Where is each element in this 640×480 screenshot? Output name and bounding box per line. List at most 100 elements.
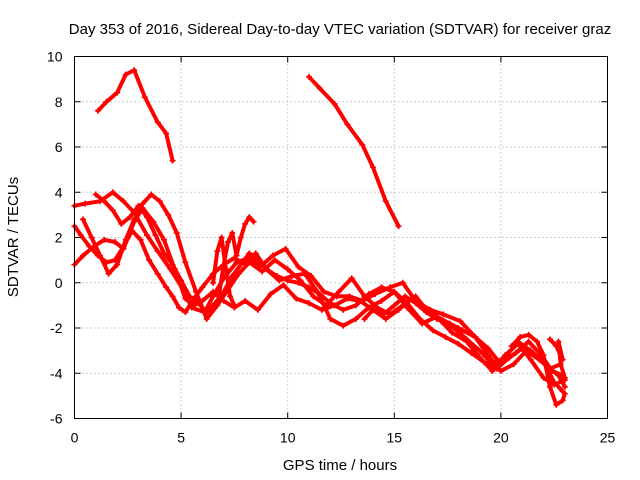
- data-point: [199, 284, 206, 291]
- data-point: [195, 300, 202, 307]
- data-point: [274, 272, 281, 279]
- data-point: [203, 309, 210, 316]
- data-point: [254, 306, 261, 313]
- data-point: [546, 383, 553, 390]
- data-point: [320, 288, 327, 295]
- data-point: [148, 191, 155, 198]
- data-point: [114, 261, 121, 268]
- data-point: [293, 295, 300, 302]
- data-point: [508, 343, 515, 350]
- data-point: [250, 218, 257, 225]
- data-point: [193, 288, 200, 295]
- plot-series: [71, 67, 568, 408]
- data-point: [416, 315, 423, 322]
- data-point: [122, 71, 129, 78]
- data-point: [143, 232, 150, 239]
- data-point: [327, 315, 334, 322]
- data-point: [280, 282, 287, 289]
- data-point: [137, 236, 144, 243]
- data-point: [382, 315, 389, 322]
- data-point: [135, 202, 142, 209]
- data-point: [229, 229, 236, 236]
- data-point: [210, 288, 217, 295]
- data-point: [459, 327, 466, 334]
- data-point: [404, 300, 411, 307]
- data-point: [154, 119, 161, 126]
- data-point: [561, 383, 568, 390]
- y-tick-label: 2: [55, 230, 63, 246]
- series-line: [93, 192, 567, 389]
- data-point: [540, 352, 547, 359]
- data-point: [423, 309, 430, 316]
- data-point: [310, 293, 317, 300]
- x-tick-label: 20: [493, 430, 509, 446]
- data-point: [216, 288, 223, 295]
- data-point: [169, 293, 176, 300]
- x-axis-label: GPS time / hours: [283, 457, 397, 474]
- data-point: [80, 252, 87, 259]
- series-arc-12: [546, 336, 568, 381]
- data-point: [555, 372, 562, 379]
- data-point: [109, 207, 116, 214]
- data-point: [175, 304, 182, 311]
- series-arc-1: [94, 67, 176, 164]
- data-point: [561, 374, 568, 381]
- data-point: [525, 338, 532, 345]
- data-point: [112, 239, 119, 246]
- data-point: [252, 250, 259, 257]
- data-point: [103, 98, 110, 105]
- data-point: [553, 401, 560, 408]
- data-point: [361, 315, 368, 322]
- data-point: [295, 279, 302, 286]
- data-point: [237, 234, 244, 241]
- y-tick-label: 4: [55, 184, 63, 200]
- data-point: [527, 356, 534, 363]
- data-point: [88, 234, 95, 241]
- data-point: [235, 270, 242, 277]
- y-tick-label: -2: [50, 320, 63, 336]
- data-point: [318, 306, 325, 313]
- series-line: [362, 294, 461, 330]
- x-tick-label: 10: [280, 430, 296, 446]
- data-point: [182, 259, 189, 266]
- data-point: [105, 270, 112, 277]
- data-point: [540, 374, 547, 381]
- data-point: [269, 252, 276, 259]
- data-point: [555, 338, 562, 345]
- data-point: [387, 311, 394, 318]
- data-point: [82, 200, 89, 207]
- data-point: [517, 334, 524, 341]
- data-point: [242, 220, 249, 227]
- data-point: [246, 250, 253, 257]
- data-point: [399, 279, 406, 286]
- x-tick-label: 15: [387, 430, 403, 446]
- data-point: [442, 334, 449, 341]
- data-point: [485, 345, 492, 352]
- data-point: [295, 263, 302, 270]
- data-point: [344, 121, 351, 128]
- data-point: [233, 252, 240, 259]
- data-point: [559, 356, 566, 363]
- data-point: [284, 266, 291, 273]
- data-point: [242, 297, 249, 304]
- data-point: [227, 293, 234, 300]
- data-point: [212, 300, 219, 307]
- data-point: [532, 352, 539, 359]
- data-point: [141, 94, 148, 101]
- data-point: [472, 334, 479, 341]
- data-point: [114, 89, 121, 96]
- data-point: [433, 315, 440, 322]
- data-point: [225, 239, 232, 246]
- data-point: [203, 315, 210, 322]
- data-point: [92, 191, 99, 198]
- y-tick-label: 10: [47, 49, 63, 65]
- data-point: [101, 198, 108, 205]
- data-point: [246, 214, 253, 221]
- data-point: [118, 220, 125, 227]
- data-point: [301, 270, 308, 277]
- data-point: [395, 223, 402, 230]
- data-point: [316, 85, 323, 92]
- x-tick-label: 25: [600, 430, 616, 446]
- data-point: [94, 107, 101, 114]
- data-point: [476, 347, 483, 354]
